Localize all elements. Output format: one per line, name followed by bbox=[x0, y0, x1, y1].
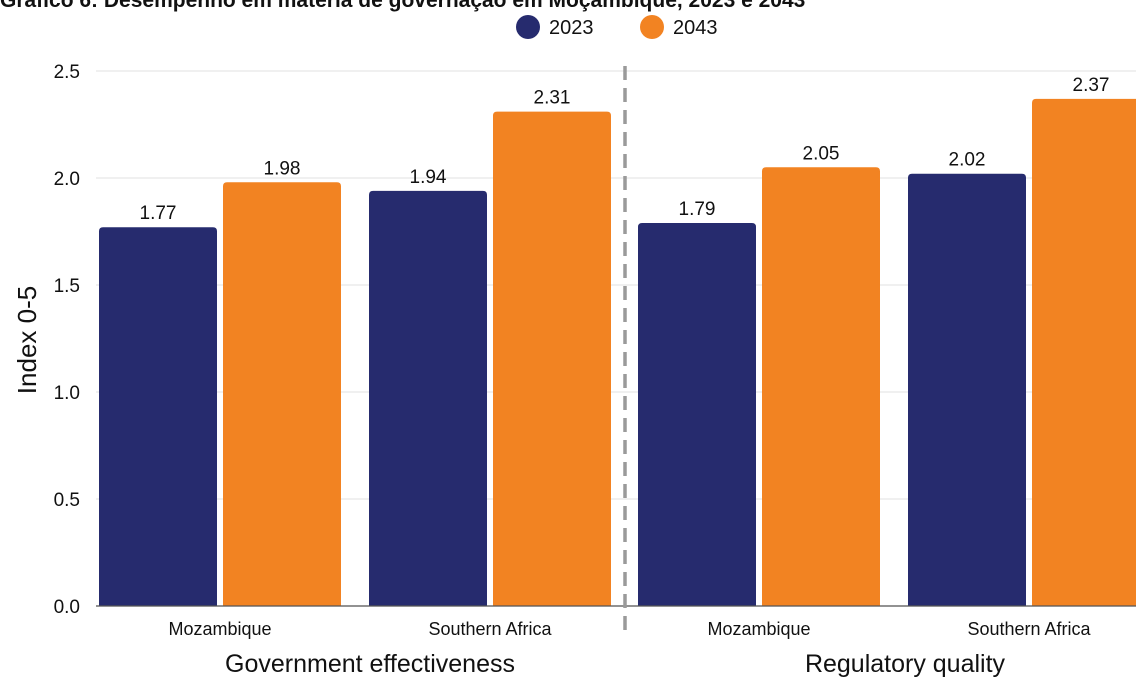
bar-2023 bbox=[638, 222, 756, 606]
bar-2043 bbox=[493, 111, 611, 606]
y-tick-label: 0.0 bbox=[54, 597, 80, 618]
y-tick-label: 2.0 bbox=[54, 169, 80, 190]
bar-2043 bbox=[1032, 98, 1136, 606]
group-label: Government effectiveness bbox=[225, 650, 515, 678]
legend-swatch-2043 bbox=[640, 15, 664, 39]
x-tick-label: Southern Africa bbox=[967, 619, 1091, 639]
data-label: 1.79 bbox=[679, 199, 716, 220]
data-label: 1.98 bbox=[264, 158, 301, 179]
y-axis-label: Index 0-5 bbox=[12, 286, 42, 394]
data-label: 1.94 bbox=[410, 167, 447, 188]
bar-2023 bbox=[908, 173, 1026, 606]
chart-title: Gráfico 6: Desempenho em matéria de gove… bbox=[0, 0, 806, 12]
bar-2023 bbox=[369, 190, 487, 606]
x-tick-label: Mozambique bbox=[707, 619, 810, 639]
legend-swatch-2023 bbox=[516, 15, 540, 39]
y-tick-label: 1.0 bbox=[54, 383, 80, 404]
x-tick-label: Mozambique bbox=[168, 619, 271, 639]
bar-2043 bbox=[762, 167, 880, 607]
data-label: 1.77 bbox=[140, 203, 177, 224]
legend: 2023 2043 bbox=[516, 15, 718, 39]
group-label: Regulatory quality bbox=[805, 650, 1006, 678]
legend-label-2043: 2043 bbox=[673, 17, 718, 39]
data-label: 2.37 bbox=[1073, 75, 1110, 96]
x-tick-label: Southern Africa bbox=[428, 619, 552, 639]
x-axis: Mozambique Southern Africa Government effe… bbox=[96, 66, 1136, 678]
data-label: 2.31 bbox=[534, 88, 571, 109]
bars: 1.77 1.94 1.98 2.31 1.79 2.02 2.05 2.37 bbox=[99, 75, 1136, 607]
legend-label-2023: 2023 bbox=[549, 17, 594, 39]
bar-2023 bbox=[99, 227, 217, 606]
bar-2043 bbox=[223, 182, 341, 606]
data-label: 2.02 bbox=[949, 150, 986, 171]
data-label: 2.05 bbox=[803, 143, 840, 164]
y-tick-label: 2.5 bbox=[54, 62, 80, 83]
y-tick-label: 1.5 bbox=[54, 276, 80, 297]
y-tick-label: 0.5 bbox=[54, 490, 80, 511]
